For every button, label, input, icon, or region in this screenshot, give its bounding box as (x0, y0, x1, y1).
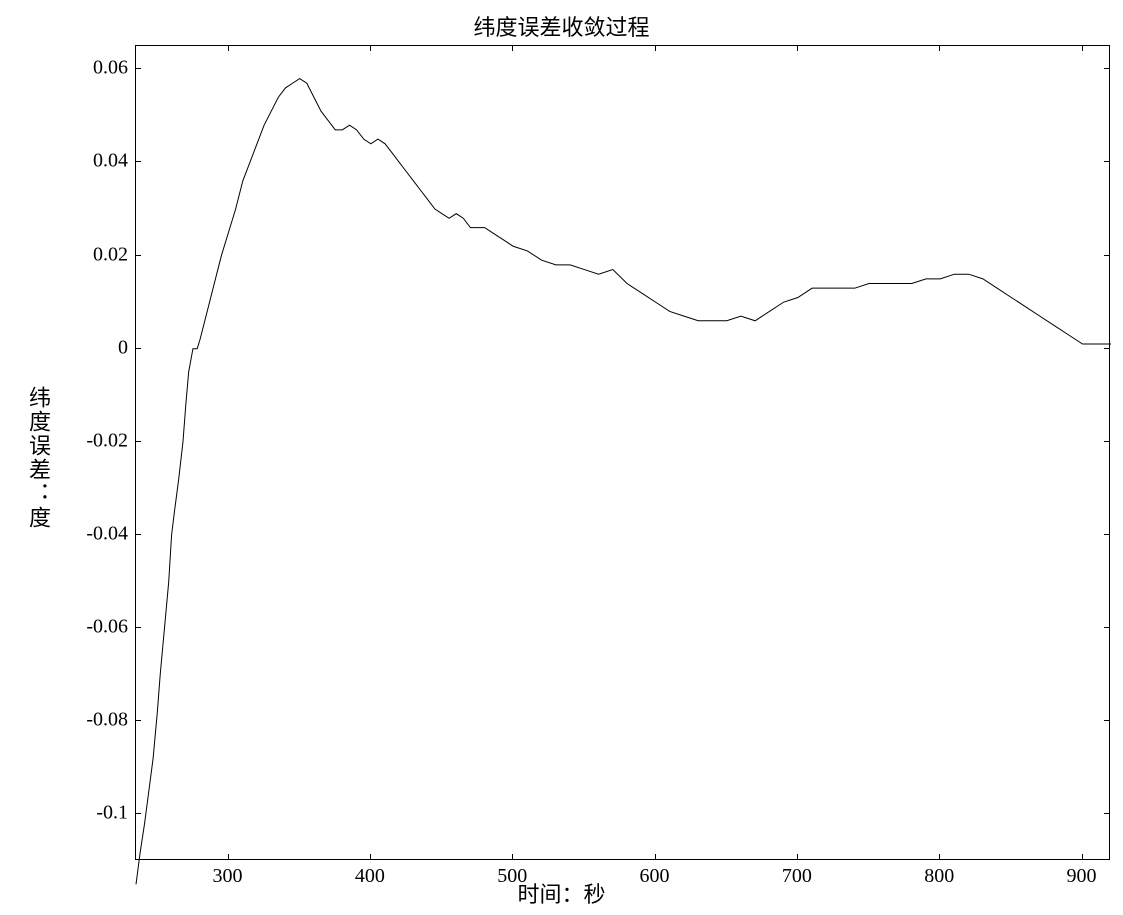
x-tick-label: 400 (355, 865, 385, 888)
y-tick-mark (1104, 161, 1110, 162)
line-chart-svg (136, 46, 1109, 859)
x-tick-mark (370, 45, 371, 51)
x-tick-label: 900 (1067, 865, 1097, 888)
y-tick-mark (135, 720, 141, 721)
y-tick-label: 0.04 (93, 150, 128, 173)
y-axis-label: 纬度误差：度 (22, 386, 54, 530)
y-tick-mark (1104, 813, 1110, 814)
y-tick-label: -0.1 (96, 802, 128, 825)
y-tick-mark (135, 534, 141, 535)
x-tick-mark (939, 45, 940, 51)
x-tick-mark (370, 854, 371, 860)
y-tick-mark (1104, 68, 1110, 69)
y-tick-mark (135, 161, 141, 162)
y-tick-mark (135, 813, 141, 814)
y-tick-mark (1104, 720, 1110, 721)
y-tick-label: 0.06 (93, 57, 128, 80)
x-tick-mark (512, 45, 513, 51)
x-tick-mark (228, 45, 229, 51)
y-tick-label: -0.08 (86, 709, 128, 732)
x-tick-label: 800 (924, 865, 954, 888)
y-tick-label: 0 (118, 336, 128, 359)
y-tick-mark (135, 255, 141, 256)
x-tick-mark (1082, 45, 1083, 51)
x-tick-mark (655, 854, 656, 860)
x-tick-mark (797, 854, 798, 860)
y-tick-mark (1104, 348, 1110, 349)
y-tick-mark (1104, 627, 1110, 628)
y-tick-mark (1104, 441, 1110, 442)
y-tick-mark (1104, 534, 1110, 535)
x-tick-label: 300 (213, 865, 243, 888)
x-tick-label: 700 (782, 865, 812, 888)
x-tick-mark (939, 854, 940, 860)
y-tick-mark (135, 348, 141, 349)
x-tick-mark (797, 45, 798, 51)
x-tick-label: 500 (497, 865, 527, 888)
x-tick-mark (655, 45, 656, 51)
y-tick-mark (1104, 255, 1110, 256)
chart-title: 纬度误差收敛过程 (473, 10, 649, 42)
chart-container: 纬度误差收敛过程 纬度误差：度 时间：秒 -0.1 -0.08 -0.06 -0.04… (0, 0, 1123, 915)
y-tick-mark (135, 627, 141, 628)
x-tick-label: 600 (640, 865, 670, 888)
y-tick-label: -0.02 (86, 429, 128, 452)
y-tick-label: -0.06 (86, 616, 128, 639)
x-tick-mark (1082, 854, 1083, 860)
y-tick-label: -0.04 (86, 523, 128, 546)
y-tick-label: 0.02 (93, 243, 128, 266)
x-tick-mark (512, 854, 513, 860)
x-axis-label: 时间：秒 (517, 877, 605, 909)
y-tick-mark (135, 441, 141, 442)
x-tick-mark (228, 854, 229, 860)
data-line (136, 79, 1111, 885)
plot-area (135, 45, 1110, 860)
y-tick-mark (135, 68, 141, 69)
